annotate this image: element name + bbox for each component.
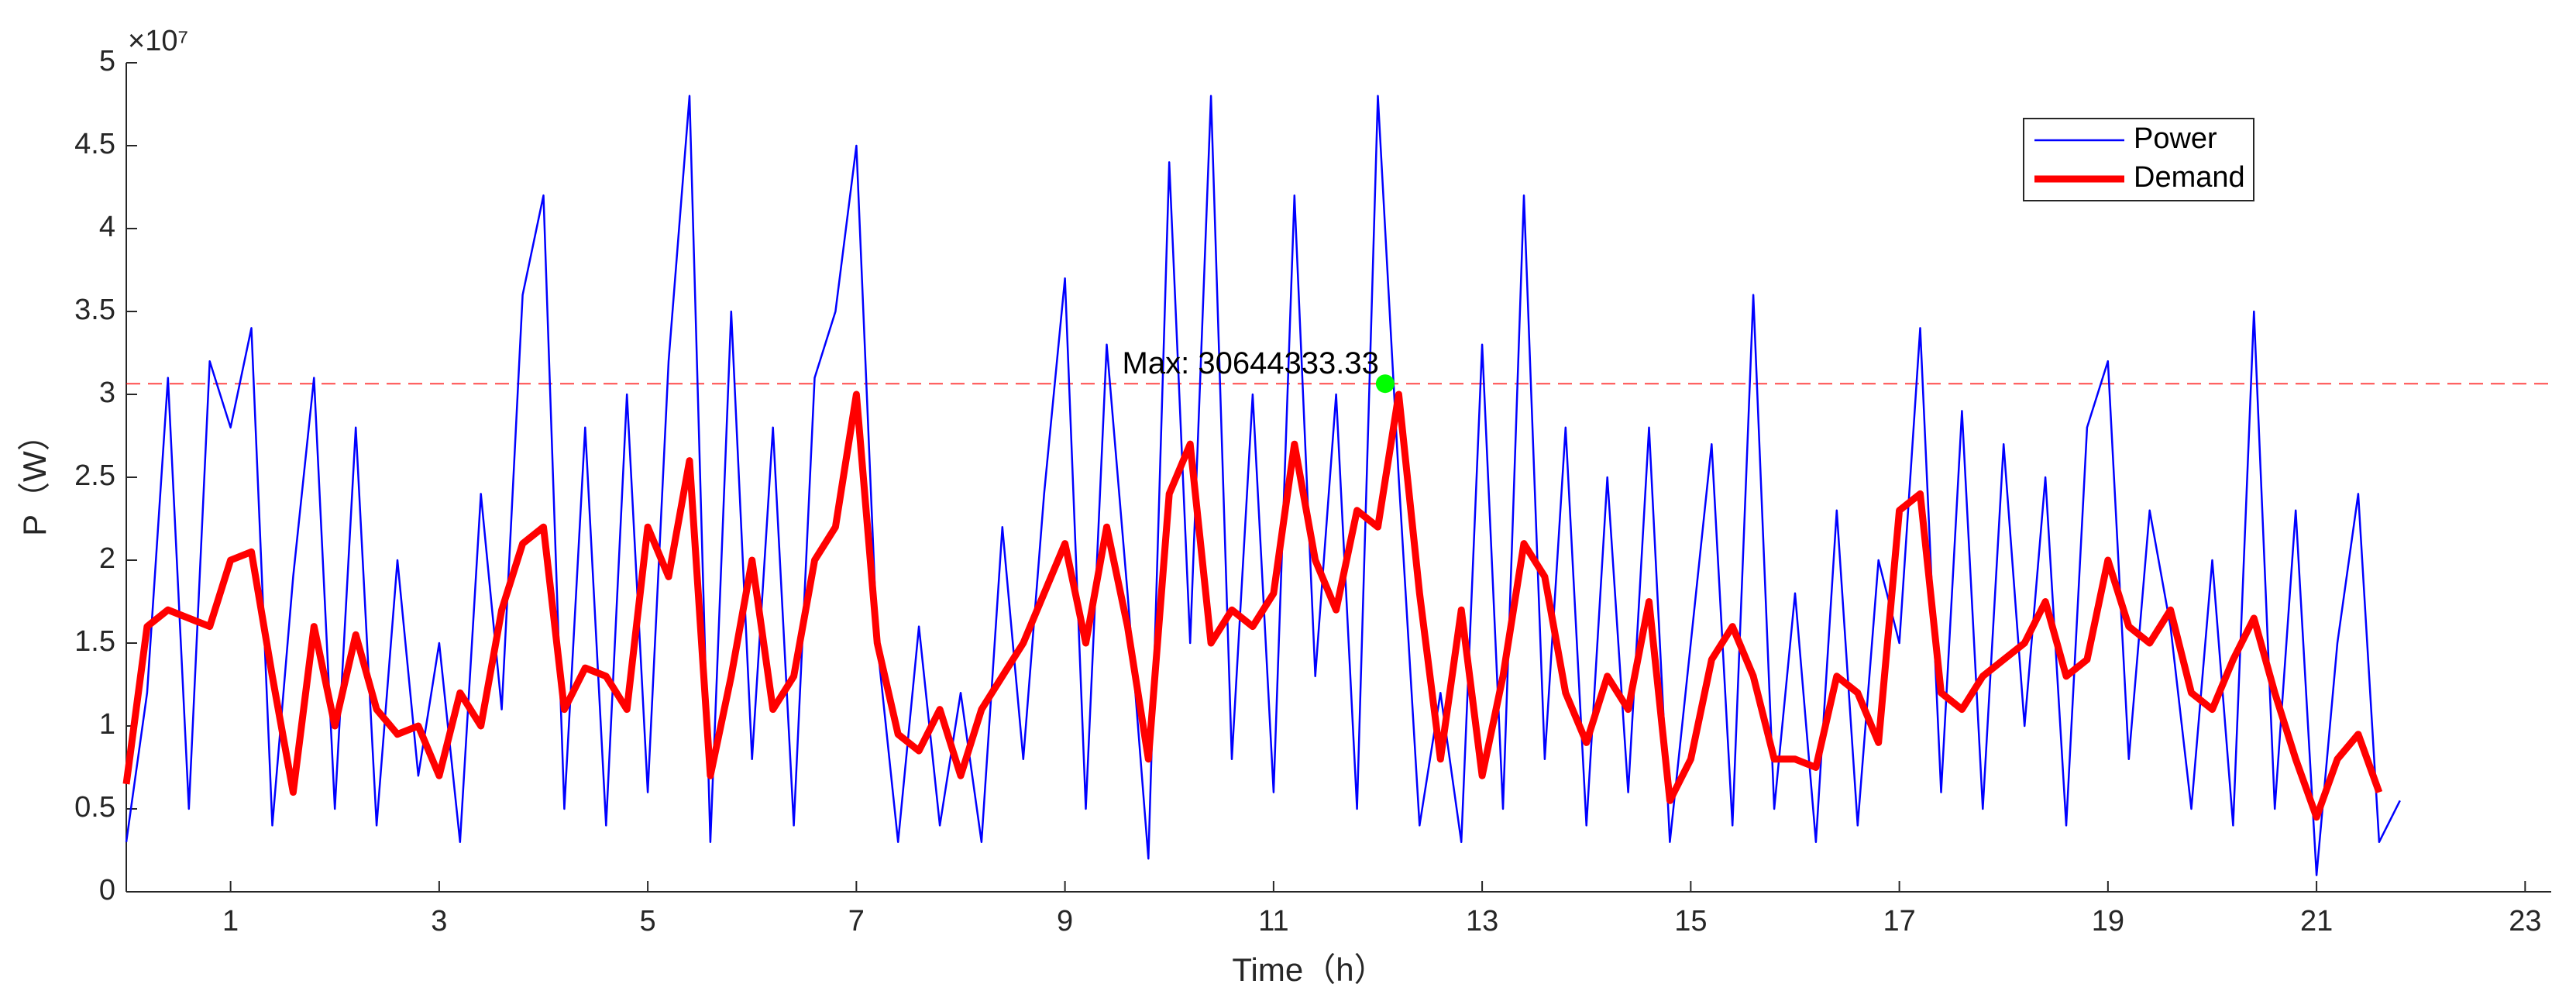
x-tick-label: 9 <box>1057 905 1073 937</box>
x-tick-label: 1 <box>222 905 239 937</box>
x-tick-label: 13 <box>1466 905 1498 937</box>
x-tick-label: 19 <box>2092 905 2124 937</box>
series-line <box>125 95 2401 876</box>
y-tick-label: 2.5 <box>74 459 115 492</box>
y-tick-label: 1.5 <box>74 625 115 658</box>
x-tick-label: 11 <box>1258 905 1288 937</box>
y-tick-label: 3.5 <box>74 294 115 326</box>
legend-label: Demand <box>2134 161 2245 194</box>
y-multiplier: ×10⁷ <box>128 25 188 57</box>
x-tick-label: 5 <box>640 905 656 937</box>
x-axis-label: Time（h） <box>1232 951 1386 988</box>
y-tick-label: 1 <box>99 708 115 741</box>
max-label: Max: 30644333.33 <box>1123 346 1379 380</box>
x-tick-label: 15 <box>1674 905 1707 937</box>
y-tick-label: 2 <box>99 542 115 575</box>
x-tick-label: 7 <box>848 905 865 937</box>
y-tick-label: 4 <box>99 211 115 243</box>
legend-label: Power <box>2134 122 2217 155</box>
y-tick-label: 0.5 <box>74 791 115 824</box>
y-tick-label: 5 <box>99 45 115 77</box>
x-tick-label: 21 <box>2300 905 2333 937</box>
y-tick-label: 4.5 <box>74 128 115 160</box>
max-point <box>1375 374 1395 394</box>
y-tick-label: 3 <box>99 377 115 409</box>
x-tick-label: 17 <box>1883 905 1915 937</box>
x-tick-label: 3 <box>431 905 447 937</box>
y-axis-label: P（W） <box>16 418 53 536</box>
x-tick-label: 23 <box>2509 905 2541 937</box>
series-line <box>122 390 2383 821</box>
y-tick-label: 0 <box>99 874 115 907</box>
legend-box <box>2023 118 2254 201</box>
